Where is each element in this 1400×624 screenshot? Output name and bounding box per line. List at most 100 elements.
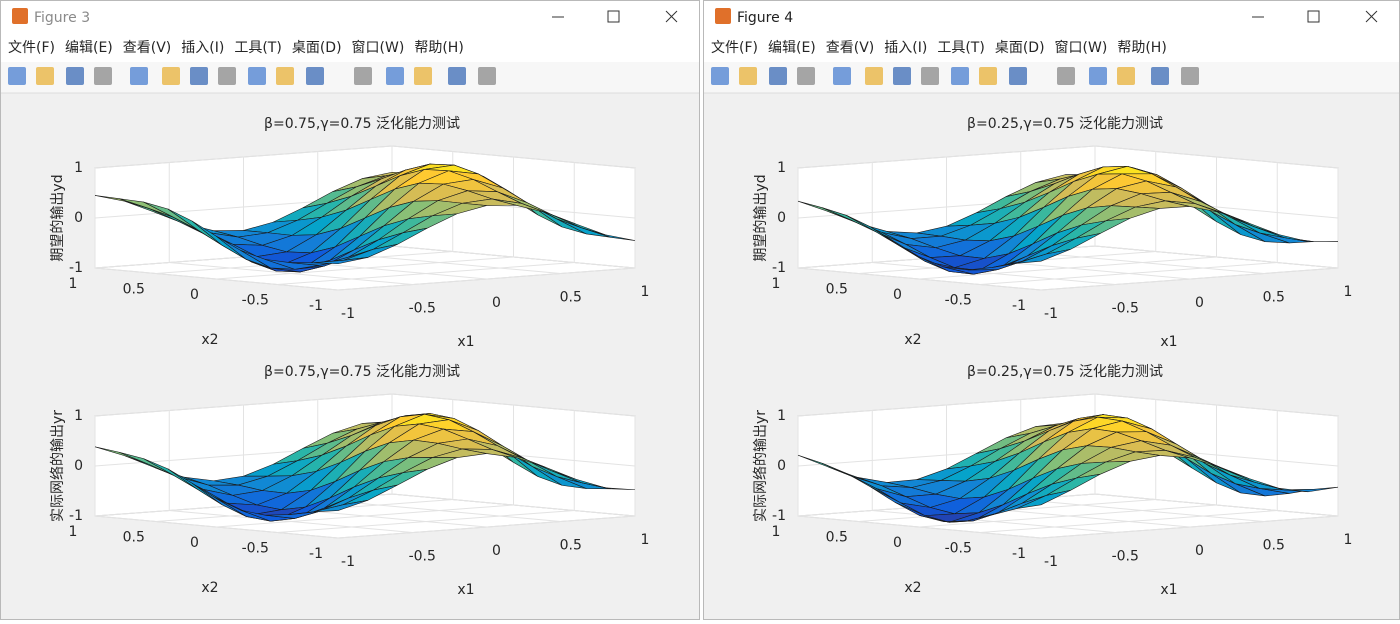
- toolbar-button[interactable]: [1089, 67, 1107, 85]
- menu-item[interactable]: 查看(V): [826, 40, 875, 56]
- title-bar: [704, 1, 1399, 34]
- toolbar-button[interactable]: [951, 67, 969, 85]
- menu-item[interactable]: 文件(F): [711, 40, 758, 56]
- x-tick-label: -1: [341, 306, 355, 322]
- menu-item[interactable]: 编辑(E): [65, 40, 113, 56]
- x-tick-label: -0.5: [1112, 301, 1139, 317]
- toolbar-button[interactable]: [94, 67, 112, 85]
- menu-bar: [704, 34, 1399, 62]
- menu-item[interactable]: 插入(I): [181, 40, 224, 56]
- toolbar-button[interactable]: [190, 67, 208, 85]
- toolbar-button[interactable]: [218, 67, 236, 85]
- toolbar: [704, 62, 1399, 93]
- toolbar-button[interactable]: [248, 67, 266, 85]
- y-tick-label: 0.5: [826, 282, 848, 298]
- y-tick-label: 1: [69, 276, 78, 292]
- y-tick-label: -1: [309, 298, 323, 314]
- toolbar-button[interactable]: [1057, 67, 1075, 85]
- menu-item[interactable]: 帮助(H): [414, 40, 463, 56]
- menu-item[interactable]: 插入(I): [884, 40, 927, 56]
- z-tick-label: 0: [777, 210, 786, 226]
- toolbar-button[interactable]: [797, 67, 815, 85]
- grid-line: [94, 493, 636, 517]
- x-tick-label: 0: [1195, 295, 1204, 311]
- z-axis-label: 期望的输出yd: [753, 174, 769, 261]
- x-tick-label: 0: [492, 543, 501, 559]
- menu-item[interactable]: 窗口(W): [1055, 39, 1108, 56]
- z-tick-label: 1: [74, 160, 83, 176]
- y-tick-label: -0.5: [242, 293, 269, 309]
- menu-bar: [1, 34, 699, 62]
- toolbar-button[interactable]: [1009, 67, 1027, 85]
- y-tick-label: 0: [893, 535, 902, 551]
- menu-item[interactable]: 编辑(E): [768, 40, 816, 56]
- toolbar-button[interactable]: [414, 67, 432, 85]
- y-tick-label: 1: [772, 276, 781, 292]
- y-tick-label: 0: [190, 535, 199, 551]
- grid-line: [94, 145, 636, 169]
- y-tick-label: -1: [1012, 546, 1026, 562]
- maximize-button[interactable]: [1307, 10, 1320, 23]
- menu-item[interactable]: 查看(V): [123, 40, 172, 56]
- y-tick-label: -0.5: [945, 541, 972, 557]
- window-title: Figure 3: [34, 10, 90, 26]
- menu-item[interactable]: 桌面(D): [292, 40, 342, 56]
- figure-window: Figure 4 文件(F) 编辑(E) 查看(V) 插入(I) 工具(T) 桌面(D) 窗口…: [703, 0, 1400, 620]
- y-tick-label: -0.5: [242, 541, 269, 557]
- x-tick-label: -0.5: [409, 549, 436, 565]
- y-axis-label: x2: [904, 580, 921, 596]
- toolbar-button[interactable]: [1151, 67, 1169, 85]
- z-axis-label: 实际网络的输出yr: [753, 410, 769, 522]
- close-button[interactable]: [1365, 10, 1378, 23]
- toolbar-button[interactable]: [921, 67, 939, 85]
- toolbar-button[interactable]: [739, 67, 757, 85]
- menu-item[interactable]: 桌面(D): [995, 40, 1045, 56]
- z-tick-label: 0: [74, 458, 83, 474]
- toolbar-button[interactable]: [276, 67, 294, 85]
- toolbar-button[interactable]: [865, 67, 883, 85]
- toolbar-button[interactable]: [8, 67, 26, 85]
- app-icon: [715, 8, 731, 24]
- menu-item[interactable]: 工具(T): [234, 40, 281, 56]
- toolbar-button[interactable]: [1181, 67, 1199, 85]
- menu-item[interactable]: 工具(T): [937, 40, 984, 56]
- z-tick-label: 0: [74, 210, 83, 226]
- axes: -1 -0.5 0 0.5 1-1-0.500.51-101β=0.25,γ=0.75 …: [753, 364, 1352, 598]
- menu-item[interactable]: 窗口(W): [352, 39, 405, 56]
- toolbar-button[interactable]: [893, 67, 911, 85]
- toolbar-button[interactable]: [130, 67, 148, 85]
- toolbar-button[interactable]: [1117, 67, 1135, 85]
- y-tick-label: -0.5: [945, 293, 972, 309]
- x-tick-label: 0.5: [1263, 290, 1285, 306]
- axes: -1 -0.5 0 0.5 1-1-0.500.51-101β=0.25,γ=0.75 …: [753, 116, 1352, 350]
- z-tick-label: -1: [772, 260, 786, 276]
- x-tick-label: 1: [1344, 532, 1353, 548]
- close-button[interactable]: [665, 10, 678, 23]
- toolbar-button[interactable]: [711, 67, 729, 85]
- toolbar-button[interactable]: [306, 67, 324, 85]
- toolbar-button[interactable]: [448, 67, 466, 85]
- menu-item[interactable]: 文件(F): [8, 40, 55, 56]
- surface-patch: [313, 257, 368, 265]
- toolbar-button[interactable]: [769, 67, 787, 85]
- figure-window: Figure 3 文件(F) 编辑(E) 查看(V) 插入(I) 工具(T) 桌面(D) 窗口…: [0, 0, 700, 620]
- x-tick-label: 1: [641, 284, 650, 300]
- toolbar-button[interactable]: [478, 67, 496, 85]
- toolbar-button[interactable]: [162, 67, 180, 85]
- axes-title: β=0.25,γ=0.75 泛化能力测试: [967, 364, 1163, 380]
- toolbar-button[interactable]: [979, 67, 997, 85]
- window-title: Figure 4: [737, 10, 793, 26]
- y-tick-label: 1: [69, 524, 78, 540]
- z-axis-label: 实际网络的输出yr: [50, 410, 66, 522]
- x-axis-label: x1: [457, 334, 474, 350]
- toolbar-button[interactable]: [833, 67, 851, 85]
- toolbar-button[interactable]: [66, 67, 84, 85]
- menu-item[interactable]: 帮助(H): [1117, 40, 1166, 56]
- toolbar-button[interactable]: [36, 67, 54, 85]
- toolbar-button[interactable]: [354, 67, 372, 85]
- toolbar-button[interactable]: [386, 67, 404, 85]
- toolbar: [1, 62, 699, 93]
- maximize-button[interactable]: [607, 10, 620, 23]
